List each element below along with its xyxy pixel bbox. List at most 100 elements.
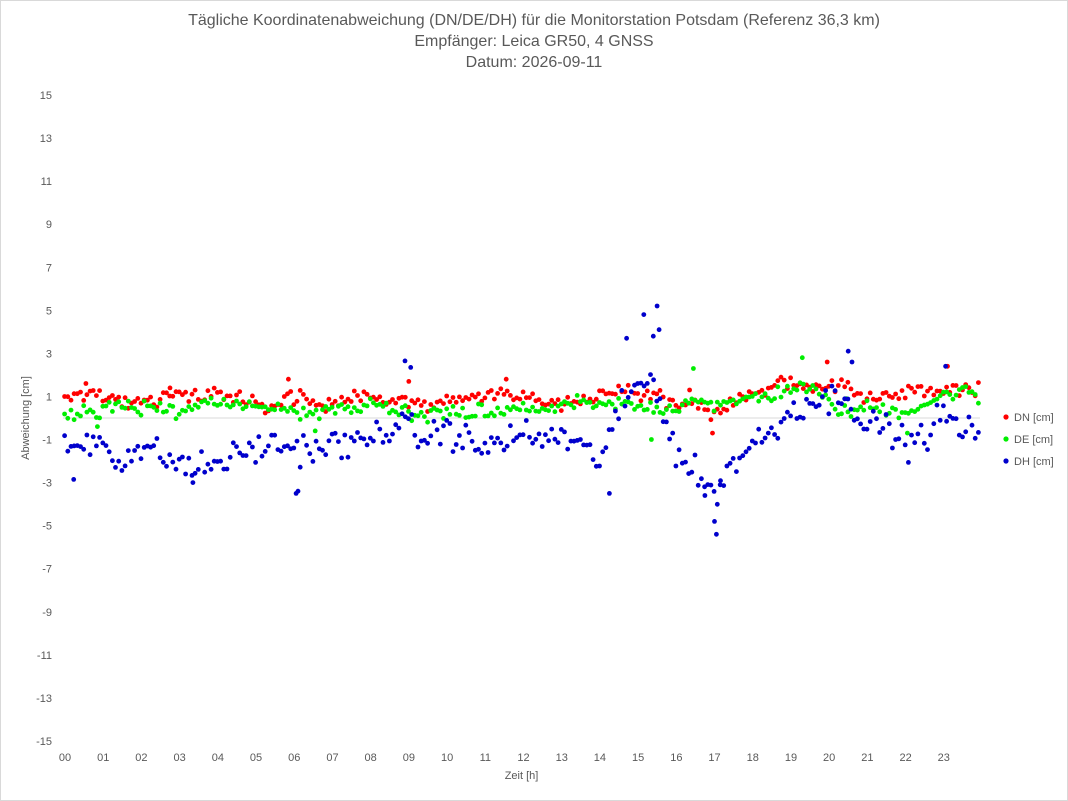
data-point: [527, 434, 532, 440]
data-point: [712, 519, 717, 524]
data-point: [804, 396, 809, 402]
data-point: [402, 394, 408, 400]
data-point: [543, 432, 548, 438]
data-point: [565, 394, 571, 400]
data-point: [256, 434, 262, 440]
x-tick-label: 02: [135, 752, 147, 764]
data-point: [457, 413, 462, 418]
data-point: [730, 397, 736, 403]
data-point: [383, 432, 389, 438]
data-point: [710, 430, 715, 436]
data-point: [342, 432, 348, 438]
data-point: [944, 384, 949, 390]
data-point: [877, 409, 883, 415]
data-point: [285, 409, 290, 414]
data-point: [387, 410, 392, 416]
data-point: [304, 396, 309, 402]
data-point: [600, 388, 606, 394]
data-point: [294, 410, 300, 415]
x-tick-label: 07: [326, 752, 338, 764]
data-point: [415, 444, 421, 450]
data-point: [393, 409, 399, 415]
data-point: [250, 444, 255, 450]
data-point: [839, 411, 844, 417]
data-point: [759, 439, 765, 445]
data-point: [488, 388, 494, 393]
data-point: [364, 442, 370, 448]
data-point: [81, 446, 87, 452]
data-point: [657, 388, 663, 393]
data-point: [425, 440, 430, 446]
data-point: [367, 435, 373, 441]
data-point: [498, 440, 504, 446]
data-point: [781, 388, 787, 394]
x-axis-ticks: 00 01 02 03 04 05 06 07 08 09 10 11 12 13 14 15 16 17 18 19…: [59, 752, 950, 764]
data-point: [549, 397, 555, 403]
data-point: [893, 407, 898, 412]
data-point: [339, 455, 344, 461]
data-point: [858, 421, 863, 427]
data-point: [718, 402, 723, 408]
x-tick-label: 03: [174, 752, 186, 764]
data-point: [351, 388, 357, 394]
data-point: [160, 459, 166, 465]
y-tick-label: 15: [40, 90, 52, 102]
data-point: [527, 395, 532, 400]
data-point: [103, 403, 109, 409]
data-point: [912, 389, 918, 395]
data-point: [775, 384, 781, 390]
data-point: [457, 394, 462, 400]
x-tick-label: 21: [861, 752, 873, 764]
data-point: [593, 396, 599, 402]
data-point: [281, 405, 287, 411]
x-tick-label: 10: [441, 752, 453, 764]
data-point: [775, 435, 781, 441]
data-point: [673, 463, 679, 469]
data-point: [654, 391, 660, 397]
data-point: [176, 411, 182, 417]
data-point: [877, 396, 883, 402]
data-point: [422, 414, 427, 419]
data-point: [953, 392, 959, 398]
data-point: [501, 412, 507, 417]
data-point: [717, 482, 723, 488]
data-point: [918, 384, 924, 389]
data-point: [154, 408, 160, 413]
data-point: [864, 398, 870, 404]
data-point: [307, 451, 313, 457]
data-point: [574, 393, 580, 398]
y-tick-label: -1: [42, 435, 52, 447]
data-point: [453, 399, 459, 405]
data-point: [81, 398, 87, 403]
data-point: [638, 380, 644, 386]
data-point: [555, 440, 561, 445]
data-point: [113, 465, 118, 470]
data-point: [230, 402, 236, 408]
data-point: [759, 387, 765, 393]
data-point: [867, 390, 873, 396]
data-point: [517, 407, 523, 413]
data-point: [549, 403, 555, 409]
data-point: [880, 426, 886, 431]
data-point: [246, 399, 252, 405]
data-point: [708, 417, 714, 423]
data-point: [762, 391, 768, 397]
data-point: [367, 396, 373, 402]
data-point: [266, 443, 271, 449]
data-point: [406, 409, 411, 414]
data-point: [832, 406, 838, 412]
data-point: [320, 407, 325, 413]
data-point: [68, 407, 74, 413]
data-point: [396, 425, 402, 431]
data-point: [444, 406, 450, 412]
data-point: [501, 447, 507, 453]
data-point: [565, 446, 571, 452]
data-point: [227, 454, 233, 460]
y-tick-label: 7: [46, 262, 52, 274]
y-axis-ticks: 15 13 11 9 7 5 3 1 -1 -3 -5 -7 -9 -11 -13 -15: [36, 90, 52, 748]
data-point: [472, 394, 478, 400]
data-point: [788, 413, 793, 419]
title-line-3: Datum: 2026-09-11: [465, 54, 603, 71]
data-point: [799, 355, 805, 361]
data-point: [976, 400, 981, 406]
